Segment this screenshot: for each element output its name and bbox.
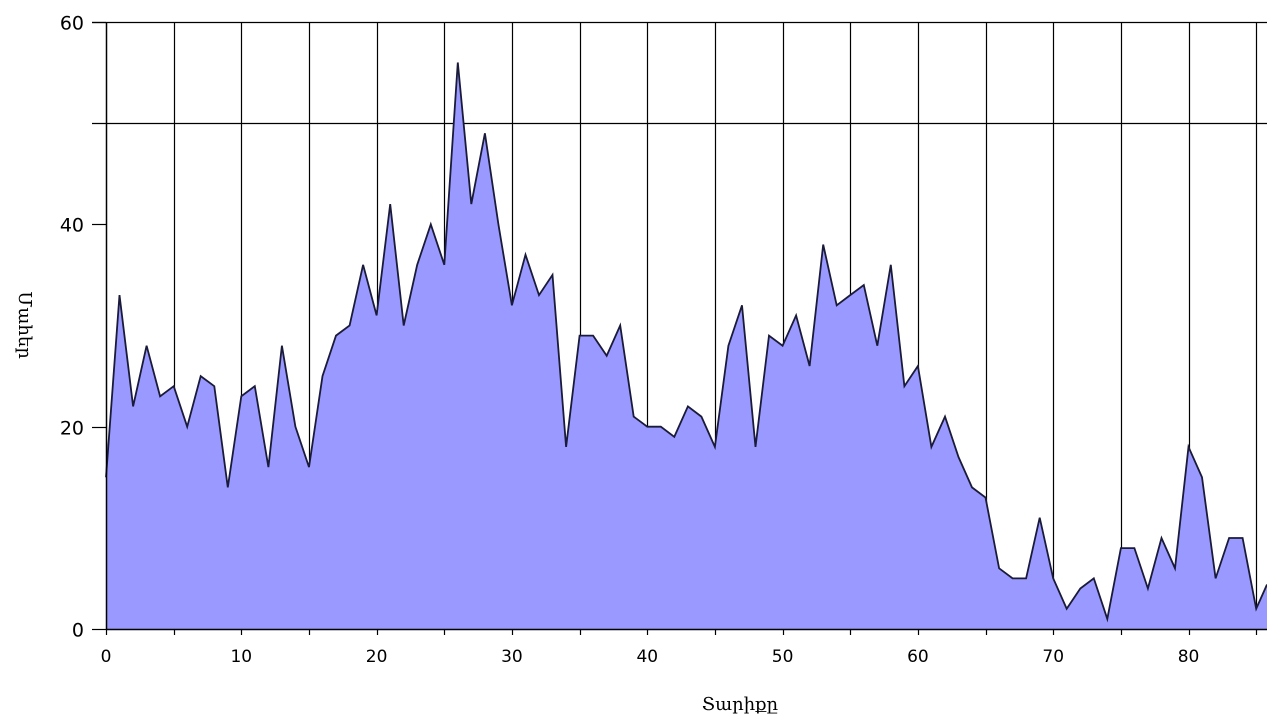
tick-labels: 0 20 40 60 0 10 20 30 40 50 60 70 80 [60, 13, 1200, 668]
y-tick-label: 20 [60, 418, 84, 440]
y-tick-label: 60 [60, 13, 84, 35]
x-tick-label: 0 [101, 647, 112, 667]
series-line [105, 62, 1267, 623]
x-tick-label: 80 [1178, 647, 1200, 667]
x-tick-label: 40 [636, 647, 658, 667]
axes [92, 21, 1267, 635]
y-tick-label: 40 [60, 215, 84, 237]
series-area [106, 62, 1267, 629]
x-tick-label: 20 [366, 647, 388, 667]
x-tick-label: 30 [501, 647, 523, 667]
x-tick-label: 60 [907, 647, 929, 667]
x-tick-label: 50 [772, 647, 794, 667]
x-tick-label: 10 [230, 647, 252, 667]
plot-area [105, 62, 1267, 629]
y-axis-title: Մահեր [14, 291, 35, 359]
y-tick-label: 0 [72, 620, 84, 642]
x-tick-label: 70 [1042, 647, 1064, 667]
x-axis-title: Տարիքը [702, 694, 778, 715]
